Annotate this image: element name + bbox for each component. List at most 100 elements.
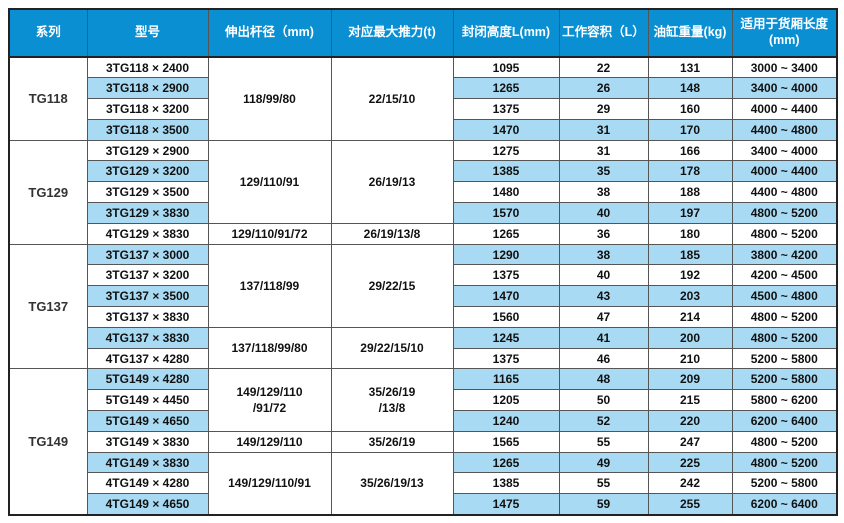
cell-weight: 203 xyxy=(647,285,733,308)
cell-range: 5200 ~ 5800 xyxy=(731,472,838,495)
cell-range: 5200 ~ 5800 xyxy=(731,368,838,391)
cell-model: 3TG129 × 3830 xyxy=(86,202,209,224)
cell-height: 1375 xyxy=(452,347,560,370)
cell-volume: 48 xyxy=(558,368,649,391)
cell-model: 5TG149 × 4650 xyxy=(86,410,209,432)
table-row: 4TG149 × 3830 149/129/110/91 35/26/19/13 12… xyxy=(9,451,838,516)
table-row: 4TG129 × 3830 129/110/91/72 26/19/13/8 1265… xyxy=(9,222,838,245)
cell-range: 4800 ~ 5200 xyxy=(731,222,838,245)
cell-weight: 247 xyxy=(647,430,733,453)
cell-model: 3TG137 × 3830 xyxy=(86,306,209,328)
cell-volume: 40 xyxy=(558,202,649,224)
cell-rod: 149/129/110 xyxy=(207,430,332,453)
cell-height: 1375 xyxy=(452,264,560,287)
cell-volume: 35 xyxy=(558,160,649,183)
cell-thrust: 26/19/13 xyxy=(330,139,454,224)
cell-range: 5200 ~ 5800 xyxy=(731,347,838,370)
cell-thrust: 29/22/15/10 xyxy=(330,326,454,370)
column-header-range: 适用于货厢长度 (mm) xyxy=(731,8,838,58)
cell-weight: 178 xyxy=(647,160,733,183)
table-row: 4TG137 × 4280 1375 46 210 5200 ~ 5800 xyxy=(9,347,838,370)
cell-range: 4500 ~ 4800 xyxy=(731,285,838,308)
cell-weight: 192 xyxy=(647,264,733,287)
cell-model: 3TG118 × 3200 xyxy=(86,98,209,120)
cell-weight: 220 xyxy=(647,410,733,432)
cell-series: TG118 xyxy=(8,56,88,141)
cell-range: 4800 ~ 5200 xyxy=(731,306,838,328)
table-row: 3TG129 × 3200 1385 35 178 4000 ~ 4400 xyxy=(9,160,838,183)
cell-model: 5TG149 × 4450 xyxy=(86,389,209,412)
table-row: 4TG137 × 3830 137/118/99/80 29/22/15/10 124… xyxy=(9,326,838,370)
cell-model: 3TG137 × 3000 xyxy=(86,243,209,266)
cell-volume: 49 xyxy=(558,451,649,474)
table-row: 3TG118 × 3200 1375 29 160 4000 ~ 4400 xyxy=(9,98,838,120)
cell-height: 1265 xyxy=(452,222,560,245)
cell-rod: 129/110/91/72 xyxy=(207,222,332,245)
table-row: TG118 3TG118 × 2400 118/99/80 22/15/10 1095 2… xyxy=(8,56,838,141)
cell-height: 1275 xyxy=(452,139,560,162)
cell-height: 1475 xyxy=(452,493,560,516)
cell-weight: 160 xyxy=(647,98,733,120)
column-header-thrust: 对应最大推力(t) xyxy=(330,8,454,58)
cell-model: 3TG137 × 3500 xyxy=(86,285,209,308)
cell-height: 1245 xyxy=(452,326,560,349)
cell-series: TG149 xyxy=(8,368,88,516)
cell-height: 1375 xyxy=(452,98,560,120)
cell-model: 3TG129 × 3500 xyxy=(86,181,209,204)
cell-volume: 55 xyxy=(558,430,649,453)
cell-height: 1290 xyxy=(452,243,560,266)
cell-volume: 36 xyxy=(558,222,649,245)
cell-model: 3TG129 × 2900 xyxy=(86,139,209,162)
column-header-weight: 油缸重量(kg) xyxy=(647,8,733,58)
table-header: 系列 型号 伸出杆径（mm) 对应最大推力(t) 封闭高度L(mm) 工作容积（L） 油缸重… xyxy=(8,8,838,58)
cell-volume: 43 xyxy=(558,285,649,308)
cell-thrust: 22/15/10 xyxy=(330,56,454,141)
cell-volume: 31 xyxy=(558,139,649,162)
cell-volume: 52 xyxy=(558,410,649,432)
cell-height: 1240 xyxy=(452,410,560,432)
cell-weight: 148 xyxy=(647,77,733,100)
cell-rod: 137/118/99/80 xyxy=(207,326,332,370)
cell-model: 5TG149 × 4280 xyxy=(86,368,209,391)
cell-model: 3TG118 × 3500 xyxy=(86,118,209,141)
cell-weight: 185 xyxy=(647,243,733,266)
cell-rod: 118/99/80 xyxy=(207,56,332,141)
cell-volume: 50 xyxy=(558,389,649,412)
cell-model: 4TG149 × 3830 xyxy=(86,451,209,474)
cell-weight: 170 xyxy=(647,118,733,141)
cell-weight: 214 xyxy=(647,306,733,328)
cell-height: 1480 xyxy=(452,181,560,204)
cell-weight: 225 xyxy=(647,451,733,474)
cell-volume: 22 xyxy=(558,56,649,79)
cell-range: 4000 ~ 4400 xyxy=(731,98,838,120)
cell-thrust: 35/26/19 /13/8 xyxy=(330,368,454,432)
cell-thrust: 35/26/19 xyxy=(330,430,454,453)
cell-weight: 242 xyxy=(647,472,733,495)
cell-rod: 149/129/110/91 xyxy=(207,451,332,516)
cell-volume: 38 xyxy=(558,181,649,204)
table-row: 3TG137 × 3500 1470 43 203 4500 ~ 4800 xyxy=(9,285,838,308)
cell-range: 3000 ~ 3400 xyxy=(731,56,838,79)
cell-height: 1560 xyxy=(452,306,560,328)
column-header-model: 型号 xyxy=(86,8,209,58)
cell-weight: 215 xyxy=(647,389,733,412)
cell-volume: 59 xyxy=(558,493,649,516)
table-row: 3TG118 × 2900 1265 26 148 3400 ~ 4000 xyxy=(9,77,838,100)
cell-model: 3TG129 × 3200 xyxy=(86,160,209,183)
cell-model: 4TG137 × 4280 xyxy=(86,347,209,370)
column-header-volume: 工作容积（L） xyxy=(558,8,649,58)
cell-height: 1265 xyxy=(452,451,560,474)
table-row: 3TG129 × 3830 1570 40 197 4800 ~ 5200 xyxy=(9,202,838,224)
cell-height: 1470 xyxy=(452,118,560,141)
cell-thrust: 26/19/13/8 xyxy=(330,222,454,245)
cell-range: 4000 ~ 4400 xyxy=(731,160,838,183)
table-row: TG149 5TG149 × 4280 149/129/110 /91/72 35/2… xyxy=(8,368,838,516)
cell-model: 3TG118 × 2900 xyxy=(86,77,209,100)
cell-volume: 29 xyxy=(558,98,649,120)
cell-range: 6200 ~ 6400 xyxy=(731,493,838,516)
column-header-series: 系列 xyxy=(8,8,88,58)
cell-volume: 26 xyxy=(558,77,649,100)
cell-height: 1095 xyxy=(452,56,560,79)
cell-weight: 180 xyxy=(647,222,733,245)
